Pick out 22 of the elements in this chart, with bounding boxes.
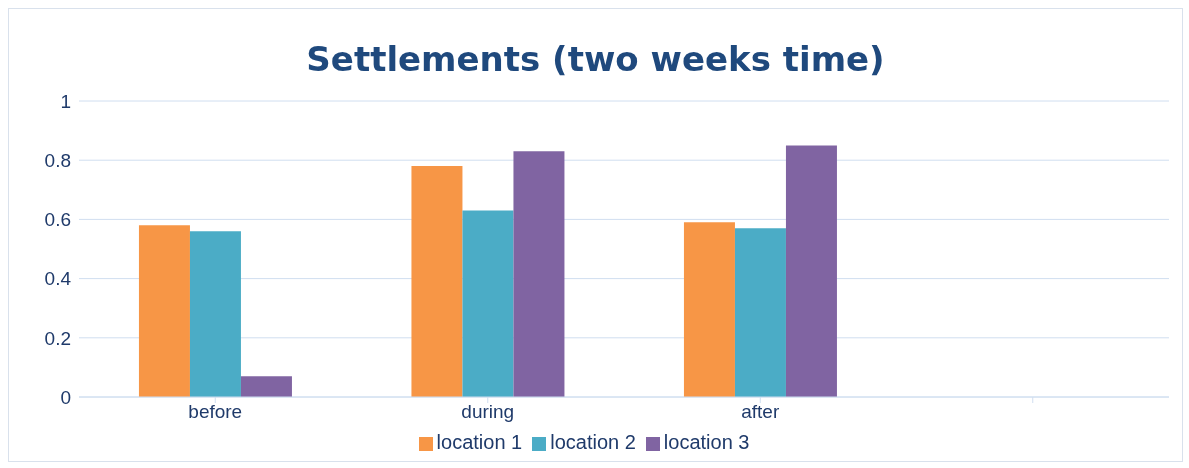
legend-label: location 2 bbox=[550, 431, 636, 453]
bar bbox=[462, 210, 514, 397]
y-tick-label: 0.4 bbox=[44, 268, 72, 290]
y-tick-label: 1 bbox=[60, 90, 71, 112]
x-tick-label: before bbox=[188, 401, 243, 423]
y-tick-label: 0.6 bbox=[44, 209, 71, 231]
y-tick-label: 0.2 bbox=[44, 327, 71, 349]
y-tick-label: 0 bbox=[60, 386, 71, 408]
legend-label: location 1 bbox=[436, 431, 523, 453]
x-tick-label: after bbox=[741, 401, 780, 423]
bar bbox=[138, 225, 190, 397]
bar bbox=[240, 376, 292, 397]
bar bbox=[411, 166, 463, 397]
bar bbox=[734, 228, 786, 397]
bar bbox=[785, 145, 837, 397]
x-tick-label: during bbox=[461, 401, 515, 423]
y-tick-label: 0.8 bbox=[44, 149, 71, 171]
bar bbox=[683, 222, 735, 397]
legend-label: location 3 bbox=[663, 431, 750, 453]
bar bbox=[513, 151, 565, 397]
chart-title: Settlements (two weeks time) bbox=[305, 39, 886, 81]
bar bbox=[189, 231, 241, 397]
